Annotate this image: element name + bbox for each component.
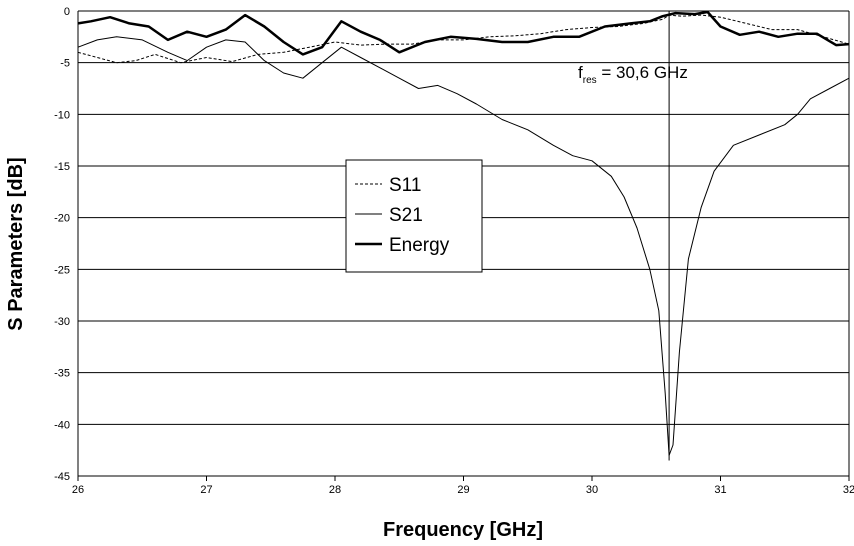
y-tick-label: -40: [54, 419, 70, 431]
y-tick-label: -5: [60, 58, 70, 70]
y-tick-label: 0: [64, 6, 70, 18]
x-tick-label: 27: [200, 484, 212, 496]
x-tick-label: 26: [72, 484, 84, 496]
legend: S11 S21 Energy: [345, 159, 483, 273]
axes: 26 27 28 29 30 31 32: [72, 11, 854, 496]
x-tick-label: 30: [586, 484, 598, 496]
resonance-annotation: fres = 30,6 GHz: [578, 11, 688, 461]
y-tick-label: -45: [54, 471, 70, 483]
legend-box: [345, 159, 483, 273]
y-tick-label: -30: [54, 316, 70, 328]
legend-label-energy: Energy: [389, 235, 450, 256]
y-tick-label: -15: [54, 161, 70, 173]
series-group: [77, 10, 850, 456]
series-line-s21: [77, 36, 850, 456]
resonance-label: fres = 30,6 GHz: [578, 63, 688, 86]
y-axis-title: S Parameters [dB]: [5, 157, 27, 330]
legend-label-s11: S11: [389, 175, 421, 196]
y-tick-label: -20: [54, 213, 70, 225]
y-tick-label: -35: [54, 368, 70, 380]
x-tick-label: 29: [457, 484, 469, 496]
x-tick-label: 31: [714, 484, 726, 496]
x-tick-label: 32: [843, 484, 854, 496]
legend-label-s21: S21: [389, 205, 423, 226]
series-line-energy: [77, 10, 850, 56]
x-tick-label: 28: [329, 484, 341, 496]
x-axis-title: Frequency [GHz]: [383, 519, 543, 541]
y-tick-label: -10: [54, 109, 70, 121]
y-tick-label: -25: [54, 264, 70, 276]
